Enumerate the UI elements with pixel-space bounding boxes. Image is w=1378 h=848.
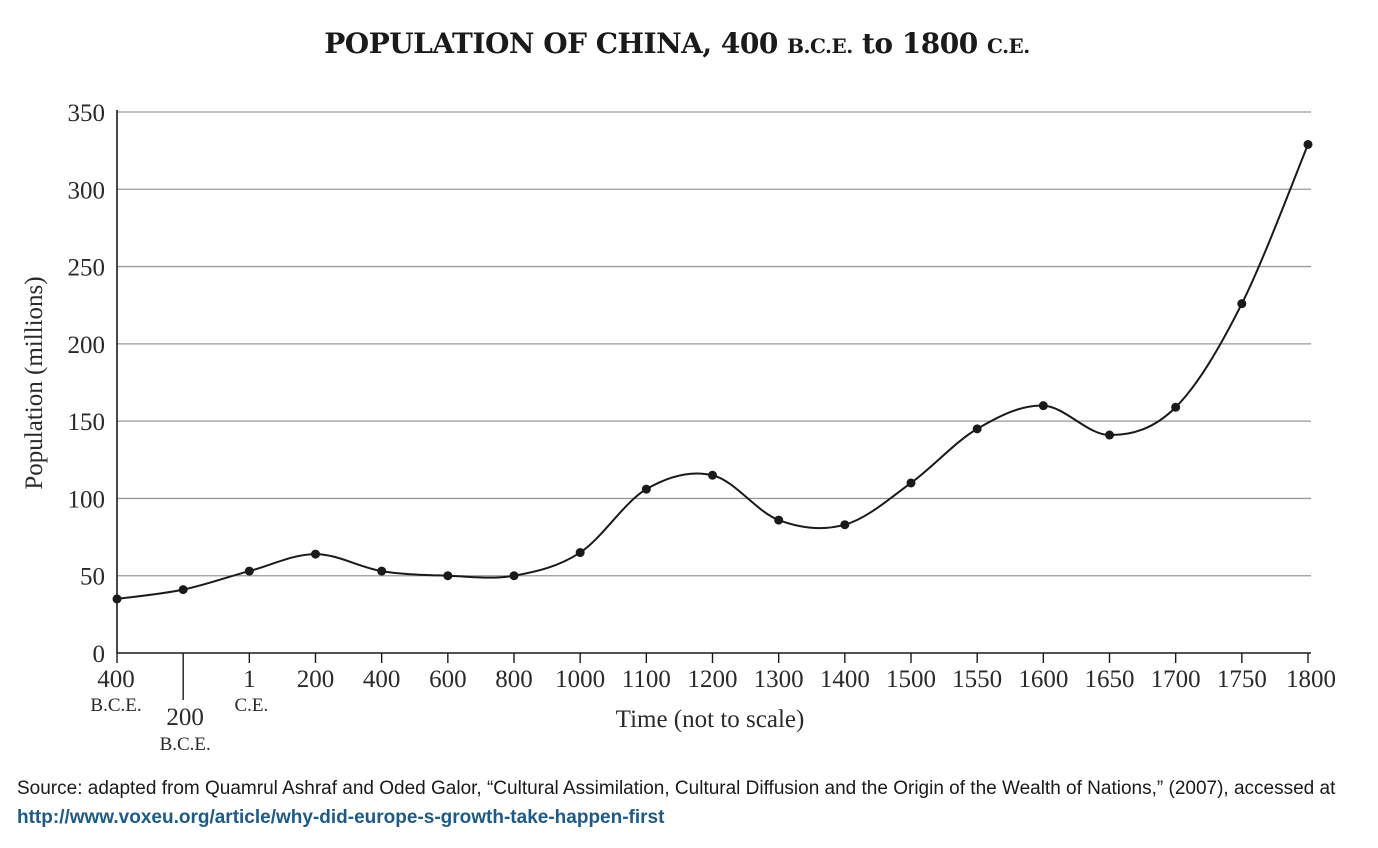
axes — [116, 110, 1311, 700]
data-point-800 — [509, 571, 519, 581]
data-point-1600 — [1038, 401, 1048, 411]
x-tick-label-9: 1200 — [688, 666, 738, 693]
x-tick-label-11: 1400 — [820, 666, 870, 693]
title-main: POPULATION OF CHINA, 400 — [324, 27, 788, 60]
data-point-1400 — [840, 520, 850, 530]
x-tick-label-5: 600 — [429, 666, 467, 693]
data-point-400-bce — [112, 594, 122, 604]
y-tick-label-350: 350 — [68, 100, 106, 127]
x-tick-label-17: 1750 — [1217, 666, 1267, 693]
data-point-200-bce — [178, 585, 188, 595]
series — [112, 139, 1313, 604]
x-tick-label-8: 1100 — [622, 666, 671, 693]
title-bce: B.C.E. — [787, 34, 853, 58]
x-tick-label-6: 800 — [495, 666, 533, 693]
y-tick-label-0: 0 — [93, 641, 106, 668]
y-tick-label-200: 200 — [68, 332, 106, 359]
data-point-600 — [443, 571, 453, 581]
y-tick-label-100: 100 — [68, 486, 106, 513]
x-axis-label: Time (not to scale) — [616, 706, 805, 733]
source-text: Source: adapted from Quamrul Ashraf and … — [17, 778, 1336, 799]
title-ce: C.E. — [987, 34, 1030, 58]
x-tick-label-0: 400 — [97, 666, 135, 693]
x-tick-label-13: 1550 — [952, 666, 1002, 693]
x-tick-label-10: 1300 — [754, 666, 804, 693]
x-tick-label-4: 400 — [363, 666, 401, 693]
data-point-1-ce — [244, 566, 254, 576]
x-tick-label-7: 1000 — [555, 666, 605, 693]
data-point-1800 — [1303, 139, 1313, 149]
data-point-200 — [311, 549, 320, 559]
x-tick-label-16: 1700 — [1151, 666, 1201, 693]
title-to: to 1800 — [852, 27, 987, 60]
chart-title: POPULATION OF CHINA, 400 B.C.E. to 1800 … — [0, 27, 1354, 60]
y-axis-label: Population (millions) — [21, 276, 48, 489]
x-tick-label-1: 200 — [166, 704, 204, 731]
x-tick-label-18: 1800 — [1286, 666, 1336, 693]
x-tick-label-15: 1650 — [1085, 666, 1135, 693]
data-point-1200 — [708, 470, 717, 480]
data-point-1550 — [972, 424, 982, 434]
x-tick-sublabel-2: C.E. — [234, 695, 268, 716]
x-tick-sublabel-0: B.C.E. — [90, 695, 141, 716]
data-point-1750 — [1237, 299, 1247, 309]
x-tick-label-3: 200 — [297, 666, 335, 693]
data-point-1100 — [641, 484, 651, 494]
source-link[interactable]: http://www.voxeu.org/article/why-did-eur… — [17, 807, 665, 828]
y-tick-label-50: 50 — [80, 564, 105, 591]
source-note: Source: adapted from Quamrul Ashraf and … — [17, 774, 1367, 832]
data-point-1650 — [1105, 430, 1114, 440]
x-tick-label-12: 1500 — [886, 666, 936, 693]
y-tick-label-300: 300 — [68, 177, 106, 204]
x-tick-label-14: 1600 — [1018, 666, 1068, 693]
data-point-1300 — [774, 515, 784, 525]
data-point-1000 — [575, 548, 585, 558]
data-point-1700 — [1171, 402, 1181, 412]
data-point-1500 — [906, 478, 916, 488]
series-line-population — [116, 144, 1309, 600]
y-tick-label-250: 250 — [68, 255, 106, 282]
data-point-400 — [377, 566, 387, 576]
x-tick-sublabel-1: B.C.E. — [160, 734, 211, 755]
x-tick-label-2: 1 — [243, 666, 256, 693]
gridlines — [117, 111, 1311, 577]
y-tick-label-150: 150 — [68, 409, 106, 436]
